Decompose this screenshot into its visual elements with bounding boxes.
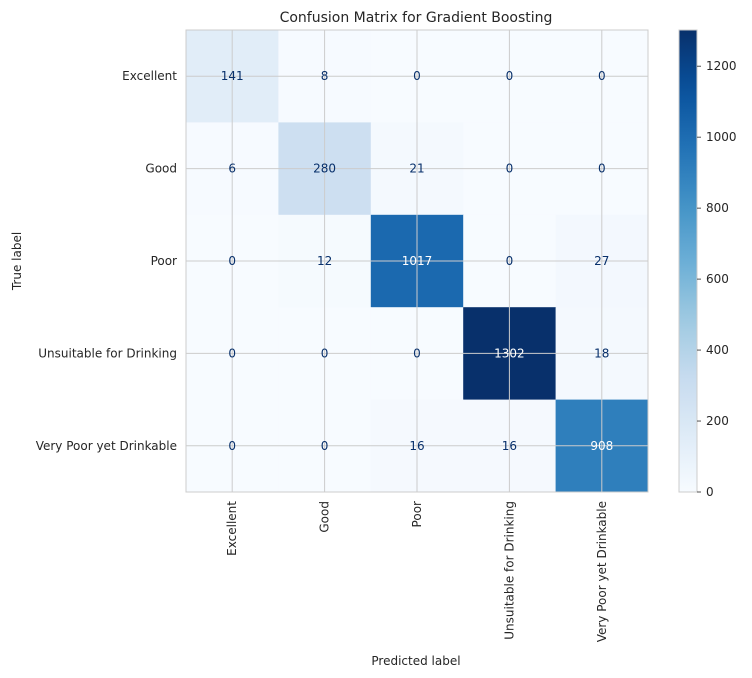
x-axis-label: Predicted label bbox=[371, 654, 460, 668]
cell-value-label: 0 bbox=[321, 439, 329, 453]
cell-value-labels: 141 8 0 0 0 6 280 21 0 0 0 12 1017 0 27 0 0 0 1302 18 0 0 16 16… bbox=[221, 69, 614, 453]
cell-value-label: 0 bbox=[413, 346, 421, 360]
colorbar-tick-label: 600 bbox=[706, 272, 729, 286]
cell-value-label: 280 bbox=[313, 162, 336, 176]
cell-value-label: 0 bbox=[598, 69, 606, 83]
cell-value-label: 0 bbox=[228, 439, 236, 453]
colorbar-tick-label: 800 bbox=[706, 201, 729, 215]
grid-lines bbox=[186, 30, 648, 492]
cell-value-label: 0 bbox=[506, 162, 514, 176]
colorbar-tick-labels: 0 200 400 600 800 1000 1200 bbox=[697, 59, 737, 499]
colorbar-tick-label: 200 bbox=[706, 414, 729, 428]
cell-value-label: 0 bbox=[506, 254, 514, 268]
cell-value-label: 0 bbox=[598, 162, 606, 176]
y-axis-label: True label bbox=[10, 232, 24, 291]
cell-value-label: 0 bbox=[413, 69, 421, 83]
cell-value-label: 21 bbox=[409, 162, 424, 176]
x-tick-label: Good bbox=[318, 501, 332, 533]
cell-value-label: 1302 bbox=[494, 346, 525, 360]
cell-value-label: 16 bbox=[409, 439, 424, 453]
x-tick-labels: Excellent Good Poor Unsuitable for Drinking… bbox=[225, 501, 609, 643]
cell-value-label: 0 bbox=[228, 346, 236, 360]
cell-value-label: 8 bbox=[321, 69, 329, 83]
y-tick-label: Good bbox=[145, 162, 177, 176]
cell-value-label: 12 bbox=[317, 254, 332, 268]
colorbar-tick-label: 400 bbox=[706, 343, 729, 357]
colorbar-tick-label: 0 bbox=[706, 485, 714, 499]
y-tick-label: Poor bbox=[151, 254, 177, 268]
cell-value-label: 16 bbox=[502, 439, 517, 453]
axes-frame bbox=[185, 29, 649, 493]
y-tick-labels: Excellent Good Poor Unsuitable for Drinking… bbox=[36, 69, 178, 453]
x-tick-label: Poor bbox=[410, 501, 424, 527]
y-tick-label: Unsuitable for Drinking bbox=[38, 346, 177, 360]
cell-value-label: 0 bbox=[228, 254, 236, 268]
x-tick-label: Unsuitable for Drinking bbox=[502, 501, 516, 640]
cell-value-label: 141 bbox=[221, 69, 244, 83]
cell-value-label: 6 bbox=[228, 162, 236, 176]
cell-value-label: 18 bbox=[594, 346, 609, 360]
colorbar bbox=[678, 29, 698, 493]
cell-value-label: 27 bbox=[594, 254, 609, 268]
cell-value-label: 908 bbox=[590, 439, 613, 453]
x-tick-label: Excellent bbox=[225, 501, 239, 556]
colorbar-tick-label: 1000 bbox=[706, 130, 737, 144]
colorbar-tick-label: 1200 bbox=[706, 59, 737, 73]
cell-value-label: 1017 bbox=[402, 254, 433, 268]
cell-value-label: 0 bbox=[321, 346, 329, 360]
cell-value-label: 0 bbox=[506, 69, 514, 83]
chart-title: Confusion Matrix for Gradient Boosting bbox=[280, 10, 553, 26]
x-tick-label: Very Poor yet Drinkable bbox=[595, 501, 609, 642]
y-tick-label: Excellent bbox=[122, 69, 177, 83]
y-tick-label: Very Poor yet Drinkable bbox=[36, 439, 177, 453]
